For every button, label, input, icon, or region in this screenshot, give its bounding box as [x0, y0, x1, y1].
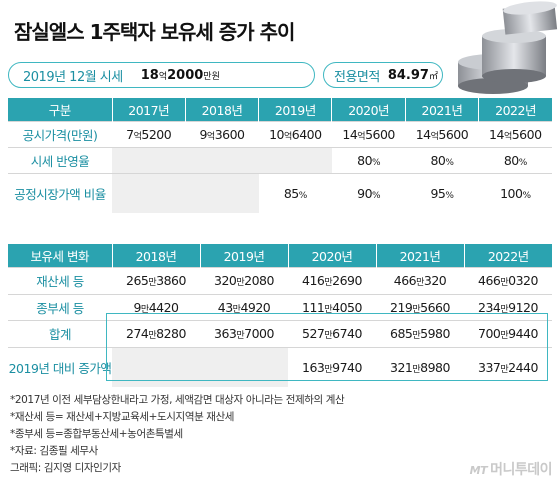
table-header: 2021년	[404, 98, 479, 121]
table-header: 2017년	[111, 98, 186, 121]
table-cell: 80%	[331, 146, 406, 173]
table-cell: 43만4920	[200, 293, 288, 320]
row-label: 시세 반영율	[8, 146, 113, 173]
table-row: 공정시장가액 비율 85% 90% 95% 100%	[8, 172, 552, 213]
row-label: 공정시장가액 비율	[8, 172, 113, 213]
table-header: 2022년	[463, 244, 552, 267]
coins-illustration	[458, 1, 558, 94]
table-cell: 85%	[258, 172, 332, 213]
table-row: 공시가격(만원) 7억5200 9억3600 10억6400 14억5600 14억560…	[8, 120, 552, 147]
table-cell: 527만6740	[288, 319, 376, 347]
table-cell: 265만3860	[112, 266, 200, 294]
table-cell: 10억6400	[258, 120, 332, 147]
table-cell: 14억5600	[478, 120, 552, 147]
row-label: 2019년 대비 증가액	[8, 346, 112, 387]
table-cell: 90%	[331, 172, 406, 213]
table-cell	[258, 146, 332, 173]
table-cell	[185, 172, 259, 213]
area-info-pill: 전용면적 84.97㎡	[323, 62, 443, 88]
table-header: 2018년	[184, 98, 259, 121]
table-cell: 416만2690	[288, 266, 376, 294]
table-cell: 111만4050	[288, 293, 376, 320]
table-cell: 80%	[478, 146, 552, 173]
price-value: 18억2000만원	[140, 67, 220, 83]
table-cell: 337만2440	[464, 346, 552, 387]
table-header: 2019년	[258, 98, 332, 121]
footnote: 그래픽: 김지영 디자인기자	[10, 462, 121, 474]
price-info-pill: 2019년 12월 시세 18억2000만원	[8, 62, 315, 88]
table-row: 재산세 등 265만3860 320만2080 416만2690 466만320 466만…	[8, 266, 552, 294]
table-cell: 234만9120	[464, 293, 552, 320]
table-cell: 219만5660	[376, 293, 464, 320]
table-header: 2022년	[478, 98, 552, 121]
table-cell: 9만4420	[112, 293, 200, 320]
table-header: 2020년	[287, 244, 376, 267]
area-value: 84.97㎡	[387, 67, 438, 83]
table-cell: 7억5200	[112, 120, 186, 147]
table-header: 2021년	[375, 244, 464, 267]
area-label: 전용면적	[334, 69, 380, 85]
footnote: *자료: 김종필 세무사	[10, 445, 98, 457]
brand-logo: MT 머니투데이	[469, 462, 553, 478]
footnotes: *2017년 이전 세부담상한내라고 가정, 세액감면 대상자 아니라는 전제하…	[10, 392, 345, 477]
table-header: 2020년	[331, 98, 406, 121]
holding-tax-table: 보유세 변화 2018년 2019년 2020년 2021년 2022년 재산세…	[8, 244, 552, 387]
table-cell: 95%	[405, 172, 479, 213]
table-cell: 163만9740	[288, 346, 376, 387]
table-cell: 700만9440	[464, 319, 552, 347]
footnote: *재산세 등= 재산세+지방교육세+도시지역분 재산세	[10, 411, 235, 423]
table-cell	[200, 346, 288, 387]
table-cell: 14억5600	[331, 120, 406, 147]
public-price-table: 구분 2017년 2018년 2019년 2020년 2021년 2022년 공…	[8, 98, 552, 213]
table-cell: 14억5600	[405, 120, 479, 147]
price-label: 2019년 12월 시세	[23, 69, 123, 85]
table-row: 합계 274만8280 363만7000 527만6740 685만5980 700만94…	[8, 319, 552, 347]
table-header: 보유세 변화	[8, 244, 112, 267]
row-label: 종부세 등	[8, 293, 112, 320]
table-cell: 685만5980	[376, 319, 464, 347]
table-cell: 100%	[478, 172, 552, 213]
table-cell: 466만320	[376, 266, 464, 294]
row-label: 재산세 등	[8, 266, 112, 294]
footnote: *종부세 등=종합부동산세+농어촌특별세	[10, 428, 183, 440]
table-cell	[185, 146, 259, 173]
table-row: 2019년 대비 증가액 163만9740 321만8980 337만2440	[8, 346, 552, 387]
table-cell: 320만2080	[200, 266, 288, 294]
row-label: 공시가격(만원)	[8, 120, 113, 147]
table-cell: 321만8980	[376, 346, 464, 387]
table-cell: 466만0320	[464, 266, 552, 294]
table-cell: 9억3600	[185, 120, 259, 147]
page-title: 잠실엘스 1주택자 보유세 증가 추이	[14, 20, 295, 44]
table-cell	[112, 172, 186, 213]
table-cell: 80%	[405, 146, 479, 173]
table-cell	[112, 146, 186, 173]
table-row: 시세 반영율 80% 80% 80%	[8, 146, 552, 173]
footnote: *2017년 이전 세부담상한내라고 가정, 세액감면 대상자 아니라는 전제하…	[10, 394, 345, 406]
table-header: 구분	[8, 98, 113, 121]
row-label: 합계	[8, 319, 112, 347]
table-header: 2018년	[111, 244, 200, 267]
table-cell: 363만7000	[200, 319, 288, 347]
table-row: 종부세 등 9만4420 43만4920 111만4050 219만5660 234만91…	[8, 293, 552, 320]
table-header: 2019년	[199, 244, 288, 267]
table-cell: 274만8280	[112, 319, 200, 347]
table-cell	[112, 346, 200, 387]
